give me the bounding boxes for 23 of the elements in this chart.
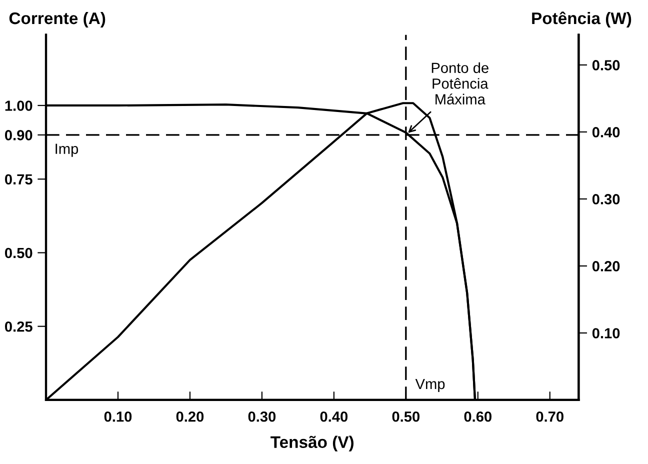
y-axis-title: Corrente (A) [9,12,106,28]
y-tick-label: 0.75 [5,174,32,185]
y-tick-label: 1.00 [5,100,32,111]
ref-line-label: Vmp [415,378,445,392]
y-tick-label: 0.90 [5,130,32,140]
y2-tick-label: 0.50 [592,60,620,70]
x-tick-label: 0.20 [176,411,204,422]
x-axis-title: Tensão (V) [270,436,354,452]
y2-tick-label: 0.40 [592,127,620,138]
x-tick-label: 0.30 [248,411,276,422]
y2-tick-label: 0.10 [592,328,620,338]
x-tick-label: 0.70 [536,411,564,422]
ref-line-label: Imp [56,144,78,157]
y-tick-label: 0.50 [5,248,32,258]
y-tick-label: 0.25 [5,321,32,332]
x-tick-label: 0.40 [320,411,348,422]
x-tick-label: 0.50 [392,411,420,422]
y2-tick-label: 0.20 [592,261,620,272]
x-tick-label: 0.60 [464,411,492,422]
annotation: Ponto de Potência Máxima [432,62,488,104]
y2-axis-title: Potência (W) [532,12,632,28]
y2-tick-label: 0.30 [592,194,620,204]
x-tick-label: 0.10 [104,411,132,422]
